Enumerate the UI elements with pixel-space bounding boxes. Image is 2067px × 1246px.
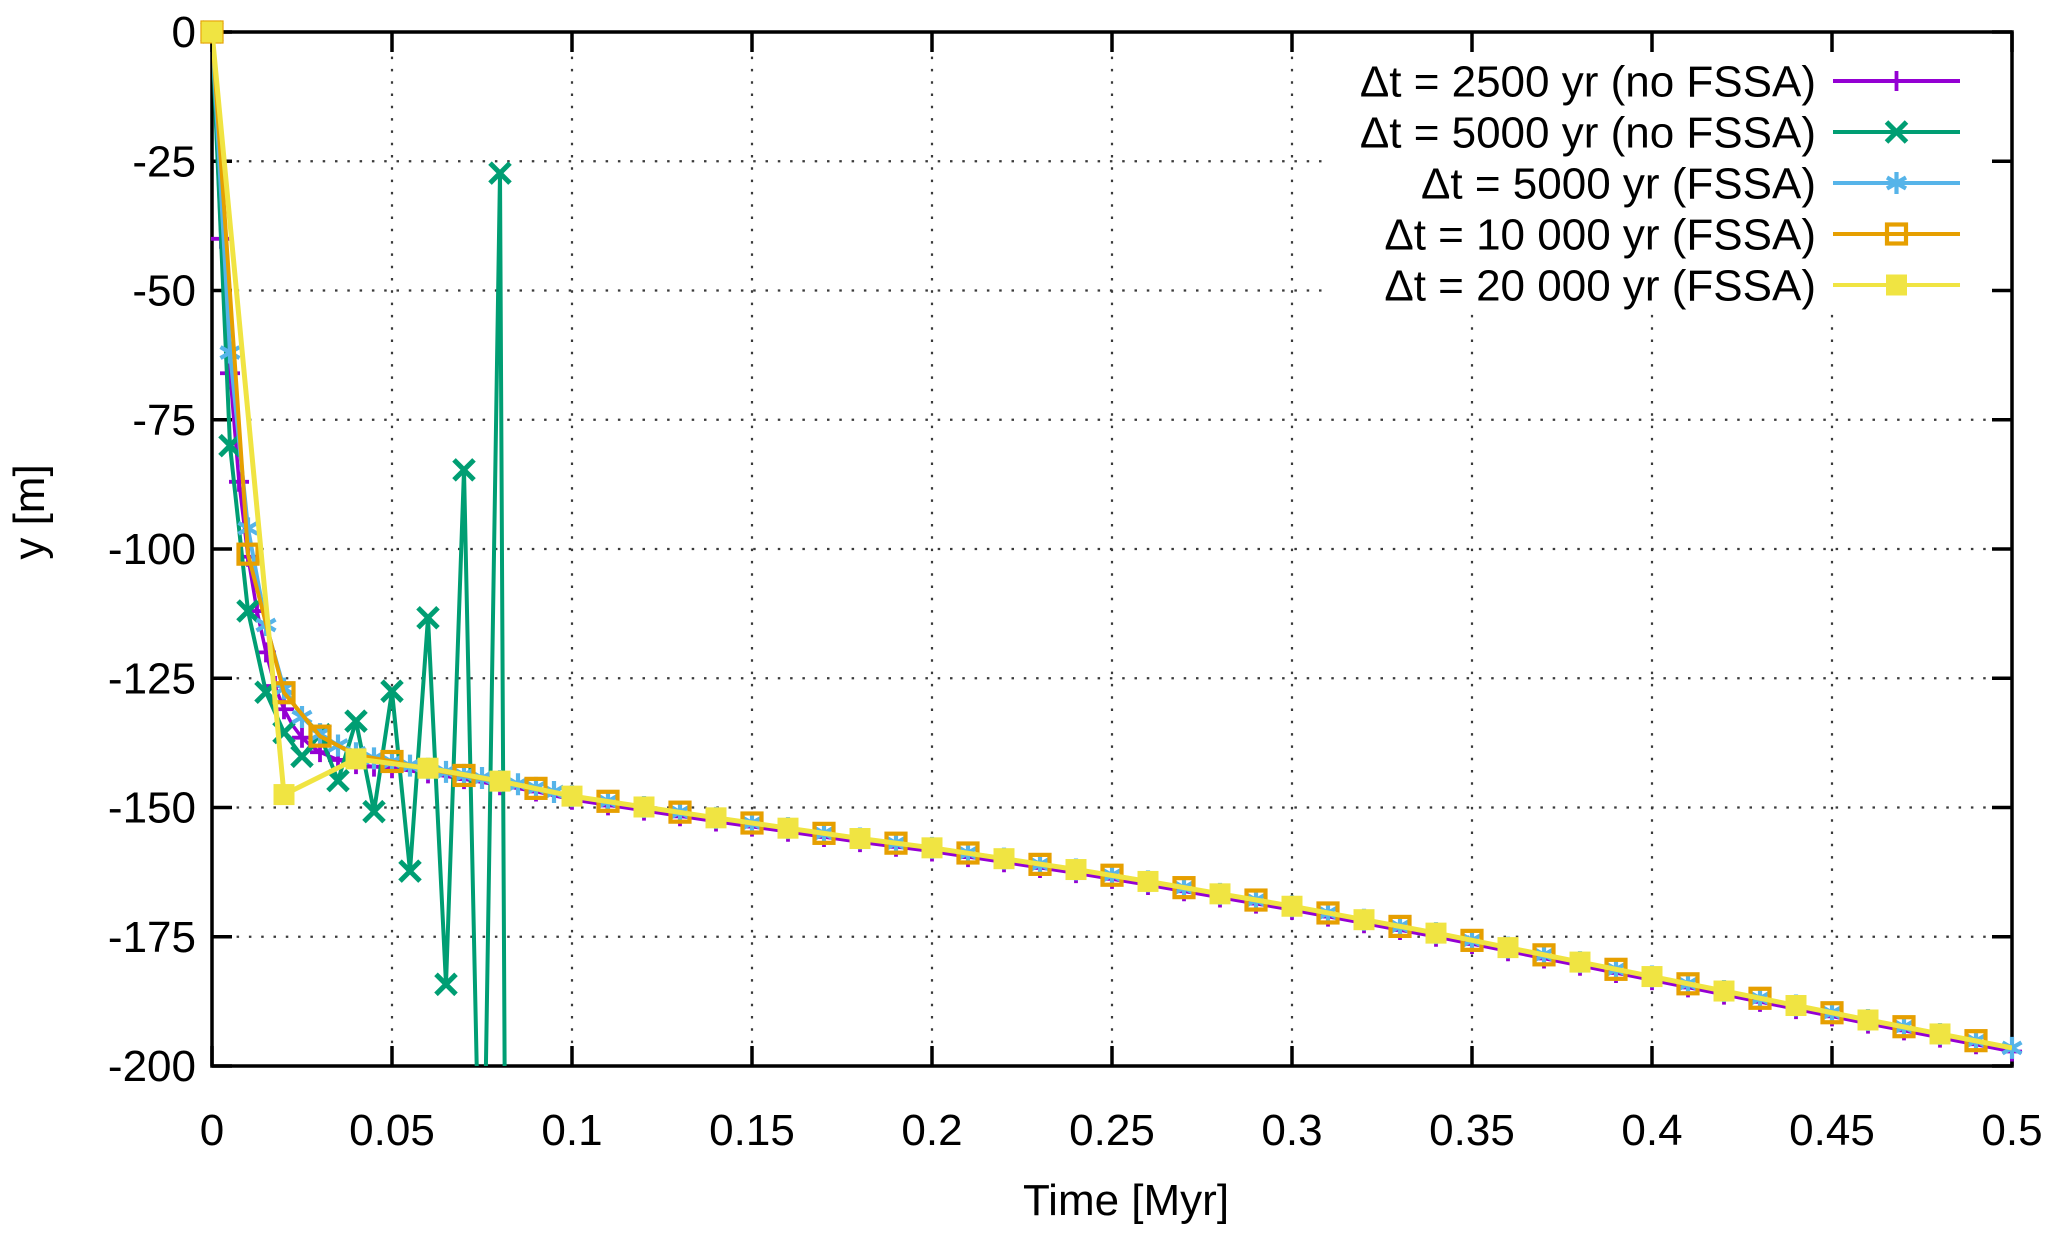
x-tick-label: 0.15 xyxy=(709,1106,795,1155)
cross-marker xyxy=(290,744,314,769)
open-square-marker xyxy=(308,724,332,748)
filled-square-marker xyxy=(1281,895,1303,917)
filled-square-marker xyxy=(1641,966,1663,988)
y-tick-label: -150 xyxy=(108,784,196,833)
filled-square-marker xyxy=(849,828,871,850)
cross-marker xyxy=(434,972,458,997)
series-dt20000-fssa xyxy=(201,21,2012,1051)
legend-entry-dt20000-fssa: Δt = 20 000 yr (FSSA) xyxy=(1384,261,1960,310)
x-tick-label: 0.3 xyxy=(1261,1106,1322,1155)
cross-marker xyxy=(488,161,512,185)
filled-square-marker xyxy=(201,21,223,43)
filled-square-marker xyxy=(705,807,727,829)
filled-square-marker xyxy=(561,785,583,807)
x-tick-label: 0.35 xyxy=(1429,1106,1515,1155)
filled-square-marker xyxy=(777,817,799,839)
y-tick-label: -125 xyxy=(108,654,196,703)
filled-square-marker xyxy=(1569,951,1591,973)
y-tick-label: -25 xyxy=(132,137,196,186)
x-tick-label: 0.1 xyxy=(541,1106,602,1155)
y-tick-label: -50 xyxy=(132,267,196,316)
y-tick-label: 0 xyxy=(172,8,196,57)
y-tick-label: -75 xyxy=(132,396,196,445)
cross-marker xyxy=(1884,120,1909,144)
open-square-marker xyxy=(1884,222,1909,246)
cross-marker xyxy=(362,799,386,824)
cross-marker xyxy=(416,605,440,630)
cross-marker xyxy=(452,458,476,482)
filled-square-marker xyxy=(1929,1023,1951,1045)
series-line-dt20000-fssa xyxy=(212,32,2012,1051)
x-tick-label: 0 xyxy=(200,1106,224,1155)
asterisk-marker xyxy=(1885,172,1908,194)
legend-label-dt5000-nofssa: Δt = 5000 yr (no FSSA) xyxy=(1360,108,1816,157)
legend: Δt = 2500 yr (no FSSA)Δt = 5000 yr (no F… xyxy=(1325,56,1990,310)
x-tick-label: 0.5 xyxy=(1981,1106,2042,1155)
cross-marker xyxy=(380,679,404,703)
filled-square-marker xyxy=(1425,922,1447,944)
filled-square-marker xyxy=(1353,909,1375,931)
filled-square-marker xyxy=(633,796,655,818)
x-tick-label: 0.2 xyxy=(901,1106,962,1155)
series-markers-dt20000-fssa xyxy=(201,21,1951,1045)
legend-entry-dt2500-nofssa: Δt = 2500 yr (no FSSA) xyxy=(1360,57,1960,106)
x-tick-label: 0.4 xyxy=(1621,1106,1682,1155)
filled-square-marker xyxy=(1886,274,1907,296)
cross-marker xyxy=(218,433,242,458)
legend-label-dt2500-nofssa: Δt = 2500 yr (no FSSA) xyxy=(1360,57,1816,106)
legend-entry-dt5000-nofssa: Δt = 5000 yr (no FSSA) xyxy=(1360,108,1960,157)
legend-entry-dt5000-fssa: Δt = 5000 yr (FSSA) xyxy=(1421,159,1960,208)
x-tick-label: 0.25 xyxy=(1069,1106,1155,1155)
legend-label-dt20000-fssa: Δt = 20 000 yr (FSSA) xyxy=(1384,261,1816,310)
plus-marker xyxy=(1886,71,1907,91)
filled-square-marker xyxy=(345,748,367,770)
y-tick-label: -175 xyxy=(108,913,196,962)
filled-square-marker xyxy=(1785,995,1807,1017)
x-axis-label: Time [Myr] xyxy=(1023,1176,1229,1225)
filled-square-marker xyxy=(1713,980,1735,1002)
legend-label-dt10000-fssa: Δt = 10 000 yr (FSSA) xyxy=(1384,210,1816,259)
cross-marker xyxy=(398,859,422,883)
filled-square-marker xyxy=(1497,937,1519,959)
x-tick-label: 0.45 xyxy=(1789,1106,1875,1155)
y-tick-label: -100 xyxy=(108,525,196,574)
filled-square-marker xyxy=(489,770,511,792)
filled-square-marker xyxy=(1857,1009,1879,1031)
cross-marker xyxy=(344,709,368,733)
cross-marker xyxy=(236,599,260,623)
y-axis-label: y [m] xyxy=(5,464,54,559)
filled-square-marker xyxy=(1137,870,1159,892)
filled-square-marker xyxy=(417,757,439,779)
open-square-marker xyxy=(236,542,260,566)
legend-entry-dt10000-fssa: Δt = 10 000 yr (FSSA) xyxy=(1384,210,1960,259)
filled-square-marker xyxy=(1065,859,1087,881)
legend-label-dt5000-fssa: Δt = 5000 yr (FSSA) xyxy=(1421,159,1816,208)
filled-square-marker xyxy=(921,837,943,859)
filled-square-marker xyxy=(993,848,1015,870)
filled-square-marker xyxy=(273,784,295,806)
x-tick-label: 0.05 xyxy=(349,1106,435,1155)
filled-square-marker xyxy=(1209,883,1231,905)
y-tick-label: -200 xyxy=(108,1042,196,1091)
cross-marker xyxy=(326,768,350,793)
